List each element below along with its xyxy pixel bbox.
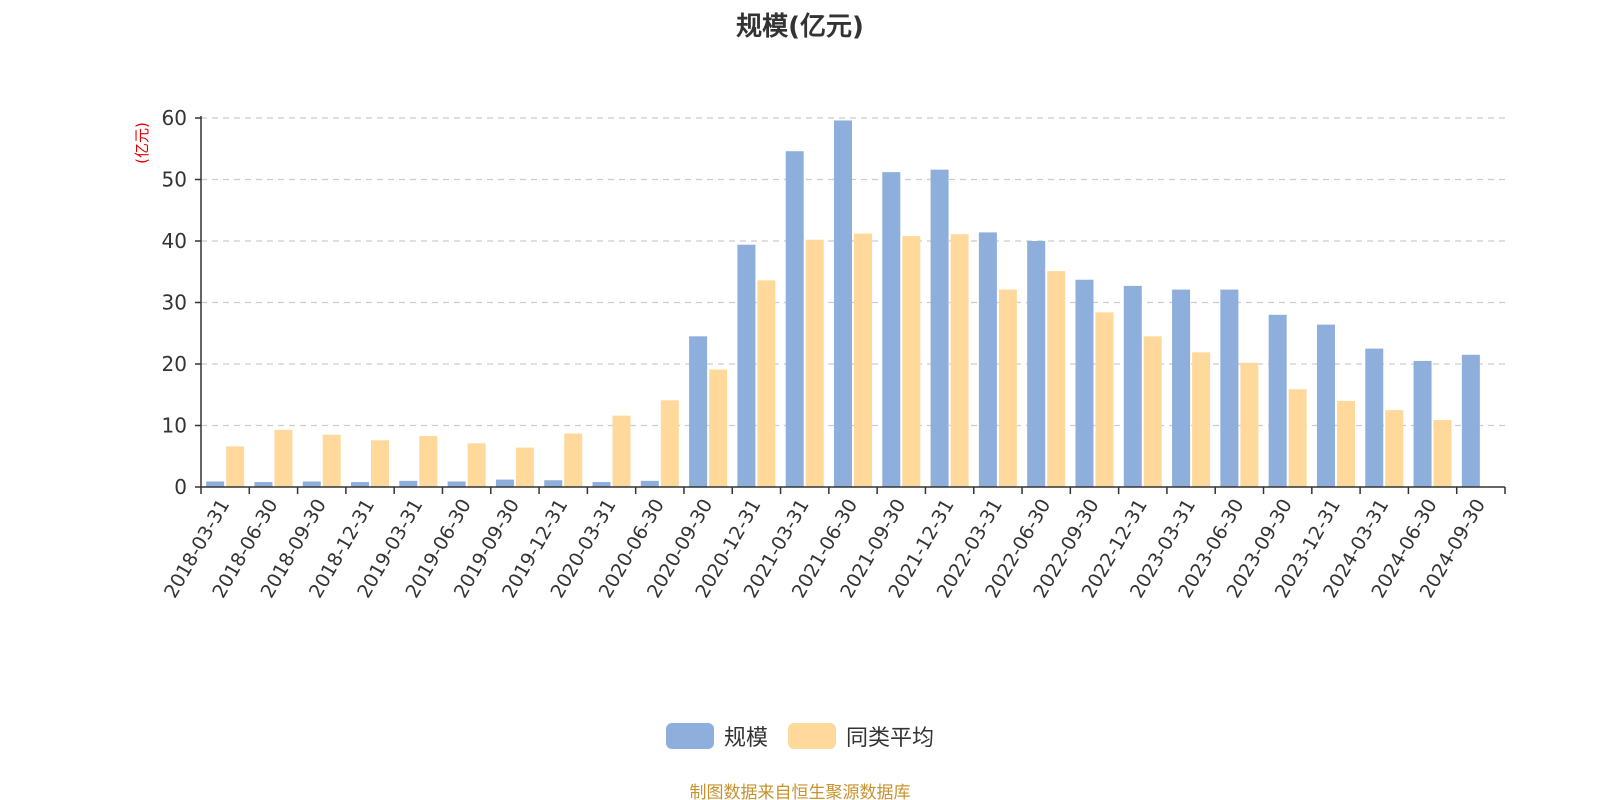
bar-scale — [544, 480, 563, 487]
bar-scale — [834, 120, 852, 488]
bar-peer-average — [226, 446, 245, 487]
legend-label-scale: 规模 — [723, 726, 768, 751]
bar-peer-average — [757, 280, 776, 487]
bar-peer-average — [467, 443, 486, 487]
bar-scale — [495, 479, 514, 487]
bar-peer-average — [1240, 362, 1259, 487]
chart-title: 规模(亿元) — [736, 12, 864, 42]
bar-scale — [206, 481, 225, 487]
bar-peer-average — [854, 233, 872, 487]
bar-scale — [930, 169, 949, 487]
bar-scale — [1365, 348, 1384, 487]
bar-scale — [447, 481, 466, 487]
bar-scale — [302, 481, 321, 487]
bar-scale — [399, 480, 418, 487]
bar-peer-average — [1433, 419, 1452, 487]
bar-scale — [785, 151, 804, 487]
bar-peer-average — [371, 440, 390, 487]
bar-scale — [351, 482, 370, 487]
y-tick-label: 20 — [162, 352, 187, 376]
bar-peer-average — [1336, 400, 1355, 487]
bar-peer-average — [902, 236, 921, 487]
bar-scale — [1268, 314, 1287, 487]
bar-scale — [1075, 279, 1094, 487]
bar-peer-average — [612, 415, 631, 487]
bar-scale — [737, 244, 756, 487]
bar-scale — [1123, 285, 1142, 487]
bar-scale — [1316, 324, 1335, 487]
legend-label-peer-average: 同类平均 — [846, 726, 935, 751]
bar-peer-average — [1047, 271, 1066, 487]
bar-peer-average — [419, 435, 438, 487]
bar-scale — [978, 232, 997, 487]
bar-peer-average — [1095, 312, 1114, 487]
bar-scale — [1220, 289, 1239, 487]
legend-item-peer-average[interactable]: 同类平均 — [788, 720, 934, 752]
bar-peer-average — [564, 433, 583, 487]
bar-peer-average — [1143, 336, 1162, 487]
legend-swatch-peer-average — [788, 723, 836, 749]
bar-peer-average — [1288, 389, 1307, 487]
bar-peer-average — [274, 429, 293, 487]
bar-peer-average — [1192, 352, 1211, 487]
bar-peer-average — [998, 289, 1017, 487]
bar-peer-average — [950, 234, 969, 487]
bar-scale — [592, 482, 611, 487]
bar-scale — [1172, 289, 1191, 487]
bar-peer-average — [322, 434, 341, 487]
bar-scale — [1461, 354, 1480, 487]
data-source-note: 制图数据来自恒生聚源数据库 — [689, 783, 911, 800]
bar-scale — [640, 480, 659, 487]
bar-peer-average — [660, 400, 679, 487]
bar-scale — [254, 482, 273, 487]
y-tick-label: 10 — [162, 414, 187, 438]
bar-scale — [689, 336, 708, 487]
bar-scale — [882, 172, 901, 487]
legend-item-scale[interactable]: 规模 — [665, 720, 768, 752]
y-tick-label: 0 — [174, 475, 187, 499]
y-tick-label: 50 — [162, 168, 187, 192]
legend-swatch-scale — [665, 723, 714, 749]
legend: 规模 同类平均 — [0, 720, 1600, 752]
bar-peer-average — [709, 369, 728, 487]
bar-scale — [1027, 241, 1046, 487]
y-tick-label: 30 — [162, 291, 187, 315]
y-tick-label: 60 — [162, 106, 187, 130]
bar-scale — [1413, 360, 1432, 487]
bar-peer-average — [515, 447, 534, 487]
y-tick-label: 40 — [162, 229, 187, 253]
bar-peer-average — [805, 239, 824, 487]
y-axis-label: (亿元) — [133, 122, 151, 164]
bar-peer-average — [1385, 410, 1404, 487]
